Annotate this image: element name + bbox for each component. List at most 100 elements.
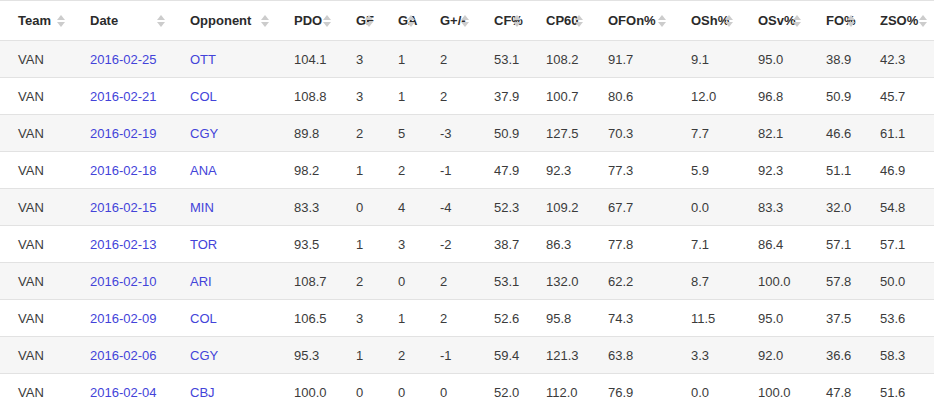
column-header-cf-pct[interactable]: CF% [476, 1, 528, 41]
column-header-opponent[interactable]: Opponent [172, 1, 276, 41]
cell-cp60: 95.8 [528, 300, 590, 337]
cell-date: 2016-02-09 [72, 300, 172, 337]
cell-fo-pct: 46.6 [808, 115, 862, 152]
sort-icon[interactable] [658, 15, 666, 27]
table-row: VAN2016-02-21COL108.831237.9100.780.612.… [0, 78, 934, 115]
column-header-team[interactable]: Team [0, 1, 72, 41]
cell-cp60: 92.3 [528, 152, 590, 189]
cell-ofon-pct: 77.8 [590, 226, 673, 263]
opponent-link[interactable]: COL [190, 89, 217, 104]
cell-osv-pct: 83.3 [740, 189, 808, 226]
cell-opponent: CBJ [172, 374, 276, 409]
cell-ofon-pct: 76.9 [590, 374, 673, 409]
cell-gf: 2 [338, 263, 380, 300]
column-header-ga[interactable]: GA [380, 1, 422, 41]
column-header-fo-pct[interactable]: FO% [808, 1, 862, 41]
table-row: VAN2016-02-04CBJ100.000052.0112.076.90.0… [0, 374, 934, 409]
date-link[interactable]: 2016-02-09 [90, 311, 157, 326]
column-header-osh-pct[interactable]: OSh% [673, 1, 740, 41]
sort-icon[interactable] [919, 15, 927, 27]
opponent-link[interactable]: ANA [190, 163, 217, 178]
cell-ga: 1 [380, 41, 422, 78]
opponent-link[interactable]: CBJ [190, 385, 215, 400]
opponent-link[interactable]: CGY [190, 126, 218, 141]
date-link[interactable]: 2016-02-25 [90, 52, 157, 67]
cell-zso-pct: 61.1 [862, 115, 934, 152]
cell-gpm: -1 [422, 152, 476, 189]
cell-zso-pct: 45.7 [862, 78, 934, 115]
cell-team: VAN [0, 226, 72, 263]
cell-ofon-pct: 70.3 [590, 115, 673, 152]
opponent-link[interactable]: COL [190, 311, 217, 326]
cell-gf: 0 [338, 374, 380, 409]
date-link[interactable]: 2016-02-21 [90, 89, 157, 104]
cell-fo-pct: 36.6 [808, 337, 862, 374]
column-header-gf[interactable]: GF [338, 1, 380, 41]
cell-fo-pct: 37.5 [808, 300, 862, 337]
cell-team: VAN [0, 41, 72, 78]
cell-osv-pct: 95.0 [740, 300, 808, 337]
column-header-pdo[interactable]: PDO [276, 1, 338, 41]
column-header-cp60[interactable]: CP60 [528, 1, 590, 41]
opponent-link[interactable]: MIN [190, 200, 214, 215]
column-header-gpm[interactable]: G+/- [422, 1, 476, 41]
date-link[interactable]: 2016-02-19 [90, 126, 157, 141]
cell-team: VAN [0, 78, 72, 115]
cell-zso-pct: 53.6 [862, 300, 934, 337]
cell-osv-pct: 82.1 [740, 115, 808, 152]
cell-pdo: 89.8 [276, 115, 338, 152]
column-header-osv-pct[interactable]: OSv% [740, 1, 808, 41]
sort-icon[interactable] [57, 15, 65, 27]
cell-team: VAN [0, 152, 72, 189]
sort-icon[interactable] [323, 15, 331, 27]
sort-icon[interactable] [157, 15, 165, 27]
date-link[interactable]: 2016-02-10 [90, 274, 157, 289]
column-header-date[interactable]: Date [72, 1, 172, 41]
cell-gf: 3 [338, 300, 380, 337]
cell-osh-pct: 7.7 [673, 115, 740, 152]
opponent-link[interactable]: TOR [190, 237, 217, 252]
cell-gf: 1 [338, 152, 380, 189]
column-label-pdo: PDO [294, 13, 322, 28]
cell-gf: 2 [338, 115, 380, 152]
opponent-link[interactable]: CGY [190, 348, 218, 363]
cell-date: 2016-02-10 [72, 263, 172, 300]
cell-zso-pct: 57.1 [862, 226, 934, 263]
sort-icon[interactable] [461, 15, 469, 27]
sort-icon[interactable] [261, 15, 269, 27]
date-link[interactable]: 2016-02-15 [90, 200, 157, 215]
cell-cf-pct: 59.4 [476, 337, 528, 374]
sort-icon[interactable] [513, 15, 521, 27]
opponent-link[interactable]: ARI [190, 274, 212, 289]
sort-icon[interactable] [365, 15, 373, 27]
sort-icon[interactable] [575, 15, 583, 27]
game-stats-table: Team Date Opponent PDO GF [0, 0, 934, 409]
sort-icon[interactable] [847, 15, 855, 27]
cell-ga: 5 [380, 115, 422, 152]
sort-icon[interactable] [407, 15, 415, 27]
cell-fo-pct: 50.9 [808, 78, 862, 115]
opponent-link[interactable]: OTT [190, 52, 216, 67]
table-row: VAN2016-02-15MIN83.304-452.3109.267.70.0… [0, 189, 934, 226]
date-link[interactable]: 2016-02-04 [90, 385, 157, 400]
cell-date: 2016-02-04 [72, 374, 172, 409]
sort-icon[interactable] [793, 15, 801, 27]
cell-gpm: -4 [422, 189, 476, 226]
column-header-ofon-pct[interactable]: OFOn% [590, 1, 673, 41]
column-label-osv-pct: OSv% [758, 13, 796, 28]
cell-ofon-pct: 80.6 [590, 78, 673, 115]
date-link[interactable]: 2016-02-06 [90, 348, 157, 363]
column-label-date: Date [90, 13, 118, 28]
date-link[interactable]: 2016-02-18 [90, 163, 157, 178]
date-link[interactable]: 2016-02-13 [90, 237, 157, 252]
cell-cf-pct: 37.9 [476, 78, 528, 115]
cell-opponent: OTT [172, 41, 276, 78]
cell-osh-pct: 9.1 [673, 41, 740, 78]
sort-icon[interactable] [725, 15, 733, 27]
column-header-zso-pct[interactable]: ZSO% [862, 1, 934, 41]
cell-cp60: 86.3 [528, 226, 590, 263]
cell-cf-pct: 52.3 [476, 189, 528, 226]
table-row: VAN2016-02-09COL106.531252.695.874.311.5… [0, 300, 934, 337]
cell-cp60: 108.2 [528, 41, 590, 78]
cell-date: 2016-02-25 [72, 41, 172, 78]
